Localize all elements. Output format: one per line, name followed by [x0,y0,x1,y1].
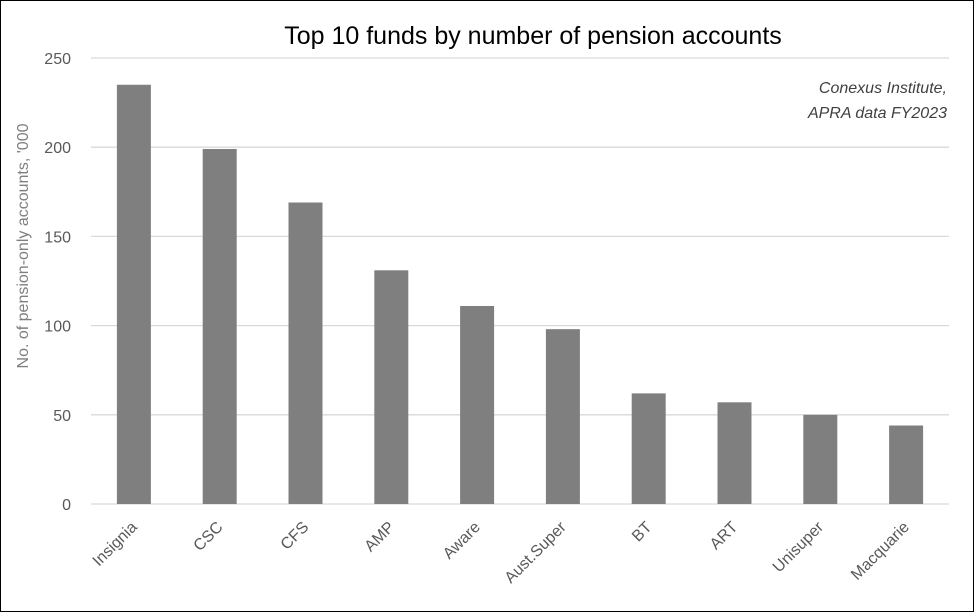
bar [202,148,237,504]
x-tick-label: CFS [278,519,313,554]
x-tick-label: BT [629,519,656,546]
x-tick-label: Insignia [90,519,141,570]
y-tick-label: 200 [44,140,71,157]
y-tick-label: 50 [53,408,71,425]
y-axis-label: No. of pension-only accounts, '000 [15,123,32,368]
y-tick-label: 150 [44,229,71,246]
bar [374,270,409,504]
x-tick-label: Aust.Super [502,518,570,586]
x-tick-label: CSC [191,519,227,555]
bar [288,202,323,504]
y-tick-labels: 0 50 100 150 200 250 [44,51,71,514]
y-tick-label: 0 [62,497,71,514]
bar [889,425,924,504]
bar [116,84,151,504]
chart-title: Top 10 funds by number of pension accoun… [284,22,782,50]
bar [631,393,666,504]
x-tick-label: Macquarie [848,519,913,584]
bars [116,84,924,504]
bar [803,414,838,504]
bar [460,305,495,504]
x-tick-label: Aware [440,519,484,563]
bar [545,329,580,504]
y-tick-label: 250 [44,51,71,68]
x-tick-label: ART [707,519,742,554]
source-note-line-2: APRA data FY2023 [807,105,947,122]
source-note-line-1: Conexus Institute, [819,80,947,97]
x-tick-labels: Insignia CSC CFS AMP Aware Aust.Super BT ART Uni… [90,518,913,586]
x-tick-label: Unisuper [770,518,828,576]
bar [717,402,752,504]
y-tick-label: 100 [44,319,71,336]
x-tick-label: AMP [362,519,399,556]
